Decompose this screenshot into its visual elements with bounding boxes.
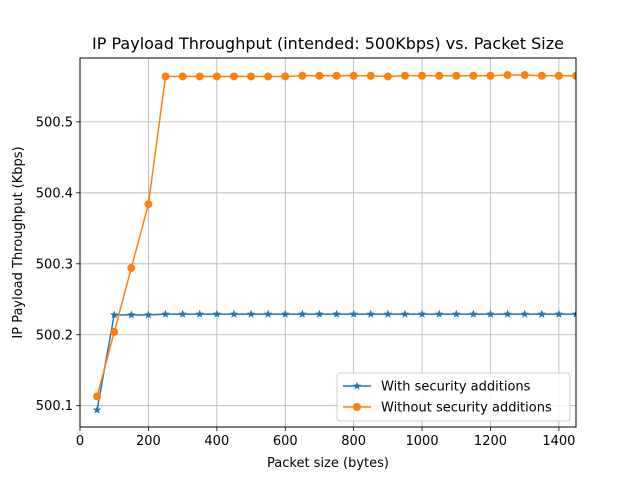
x-tick-label: 400 bbox=[204, 434, 229, 449]
data-point bbox=[571, 309, 576, 318]
y-tick-label: 500.2 bbox=[36, 328, 73, 343]
ticks: 0 200 400 600 800 1000 1200 1400 500.1 500.2 500.3… bbox=[36, 115, 576, 449]
y-tick-label: 500.4 bbox=[36, 186, 73, 201]
data-point bbox=[110, 327, 119, 336]
data-point bbox=[93, 392, 102, 401]
data-point bbox=[469, 71, 478, 80]
x-axis-title: Packet size (bytes) bbox=[267, 456, 389, 471]
data-point bbox=[144, 200, 153, 209]
legend-label: With security additions bbox=[381, 380, 531, 395]
data-point bbox=[520, 309, 529, 318]
data-point bbox=[366, 71, 375, 80]
legend: With security additions Without security … bbox=[336, 372, 571, 422]
data-point bbox=[315, 71, 324, 80]
x-tick-label: 1200 bbox=[474, 434, 507, 449]
data-point bbox=[366, 309, 376, 318]
data-point bbox=[144, 310, 153, 319]
data-point bbox=[503, 309, 512, 318]
data-point bbox=[315, 309, 324, 318]
data-point bbox=[229, 309, 239, 318]
data-point bbox=[92, 405, 102, 414]
data-point bbox=[400, 71, 409, 80]
data-point bbox=[349, 309, 358, 318]
data-point bbox=[435, 71, 444, 80]
data-point bbox=[195, 309, 204, 318]
y-tick-label: 500.3 bbox=[36, 257, 73, 272]
data-point bbox=[161, 309, 170, 318]
data-point bbox=[212, 72, 221, 81]
data-point bbox=[332, 309, 341, 318]
data-point bbox=[554, 309, 564, 318]
data-point bbox=[537, 309, 547, 318]
data-point bbox=[127, 264, 136, 273]
data-point bbox=[469, 309, 478, 318]
data-point bbox=[520, 71, 529, 80]
data-point bbox=[263, 309, 273, 318]
chart-title: IP Payload Throughput (intended: 500Kbps… bbox=[92, 34, 564, 53]
data-point bbox=[281, 72, 290, 81]
plot-area bbox=[92, 71, 576, 414]
data-point bbox=[418, 71, 427, 80]
x-tick-label: 200 bbox=[136, 434, 161, 449]
data-point bbox=[127, 310, 136, 319]
data-point bbox=[503, 71, 512, 80]
legend-marker bbox=[352, 381, 362, 390]
data-point bbox=[537, 71, 546, 80]
data-point bbox=[417, 309, 427, 318]
data-point bbox=[298, 309, 307, 318]
data-point bbox=[161, 72, 170, 81]
data-point bbox=[400, 309, 410, 318]
data-point bbox=[332, 71, 341, 80]
legend-entry: Without security additions bbox=[343, 401, 552, 416]
data-point bbox=[486, 71, 495, 80]
x-tick-label: 600 bbox=[273, 434, 298, 449]
data-point bbox=[247, 72, 256, 81]
data-point bbox=[178, 309, 187, 318]
data-point bbox=[383, 309, 393, 318]
y-tick-label: 500.5 bbox=[36, 115, 73, 130]
legend-entry: With security additions bbox=[343, 380, 531, 395]
data-point bbox=[434, 309, 444, 318]
data-point bbox=[452, 71, 461, 80]
plot-frame bbox=[79, 57, 577, 428]
data-point bbox=[178, 72, 187, 81]
y-tick-label: 500.1 bbox=[36, 399, 73, 414]
y-axis-title: IP Payload Throughput (Kbps) bbox=[11, 146, 26, 338]
data-point bbox=[452, 309, 461, 318]
data-point bbox=[229, 72, 238, 81]
series-1 bbox=[92, 309, 576, 414]
data-point bbox=[383, 72, 392, 81]
data-point bbox=[264, 72, 273, 81]
legend-box bbox=[336, 372, 571, 422]
data-point bbox=[246, 309, 256, 318]
grid bbox=[79, 58, 576, 427]
x-tick-label: 800 bbox=[341, 434, 366, 449]
data-point bbox=[349, 71, 358, 80]
legend-label: Without security additions bbox=[381, 401, 552, 416]
data-point bbox=[554, 71, 563, 80]
data-point bbox=[109, 310, 119, 319]
x-tick-label: 1000 bbox=[406, 434, 439, 449]
series-2 bbox=[93, 71, 576, 401]
data-point bbox=[212, 309, 222, 318]
data-point bbox=[298, 71, 307, 80]
data-point bbox=[486, 309, 495, 318]
x-tick-label: 0 bbox=[76, 434, 84, 449]
data-point bbox=[572, 71, 576, 80]
x-tick-label: 1400 bbox=[542, 434, 575, 449]
data-point bbox=[195, 72, 204, 81]
legend-marker bbox=[353, 403, 361, 411]
data-point bbox=[280, 309, 290, 318]
